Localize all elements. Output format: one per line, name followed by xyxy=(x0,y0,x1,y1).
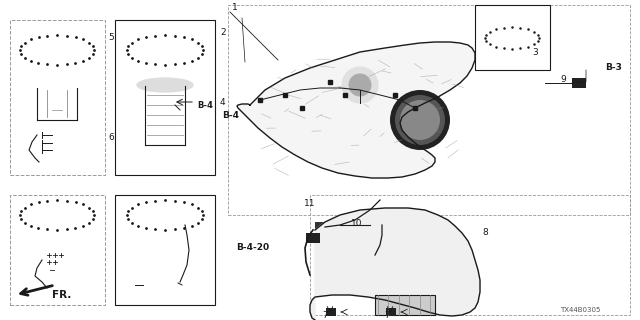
Text: B-4-20: B-4-20 xyxy=(236,243,269,252)
Text: B-3: B-3 xyxy=(605,63,622,72)
Polygon shape xyxy=(310,208,480,320)
Text: B-4: B-4 xyxy=(197,100,213,109)
Circle shape xyxy=(390,90,450,150)
Text: 7: 7 xyxy=(384,311,389,320)
Polygon shape xyxy=(237,42,475,178)
Bar xyxy=(115,195,215,305)
Bar xyxy=(115,20,215,175)
Text: 10: 10 xyxy=(351,219,362,228)
Text: 7: 7 xyxy=(322,311,328,320)
Text: 3: 3 xyxy=(532,48,538,57)
Text: 2: 2 xyxy=(220,28,226,37)
Bar xyxy=(370,220,382,230)
Text: 6: 6 xyxy=(108,133,114,142)
Bar xyxy=(306,233,320,243)
Circle shape xyxy=(395,95,445,145)
Text: FR.: FR. xyxy=(52,290,72,300)
Bar xyxy=(315,222,327,232)
Text: B-4: B-4 xyxy=(222,111,239,120)
Bar xyxy=(375,295,435,315)
Text: 9: 9 xyxy=(560,75,566,84)
Bar xyxy=(10,195,105,305)
Bar xyxy=(310,195,630,315)
Text: 4: 4 xyxy=(220,98,226,107)
Text: 11: 11 xyxy=(304,199,316,208)
Text: TX44B0305: TX44B0305 xyxy=(560,307,600,313)
Circle shape xyxy=(400,100,440,140)
Bar xyxy=(326,308,336,316)
Bar xyxy=(228,5,630,215)
Text: 1: 1 xyxy=(232,3,237,12)
Bar xyxy=(10,20,105,175)
Circle shape xyxy=(349,74,371,96)
Bar xyxy=(475,5,550,70)
Bar xyxy=(386,308,396,316)
Bar xyxy=(572,78,586,88)
Text: 8: 8 xyxy=(482,228,488,237)
Text: 5: 5 xyxy=(108,33,114,42)
Circle shape xyxy=(342,67,378,103)
Ellipse shape xyxy=(137,78,193,92)
